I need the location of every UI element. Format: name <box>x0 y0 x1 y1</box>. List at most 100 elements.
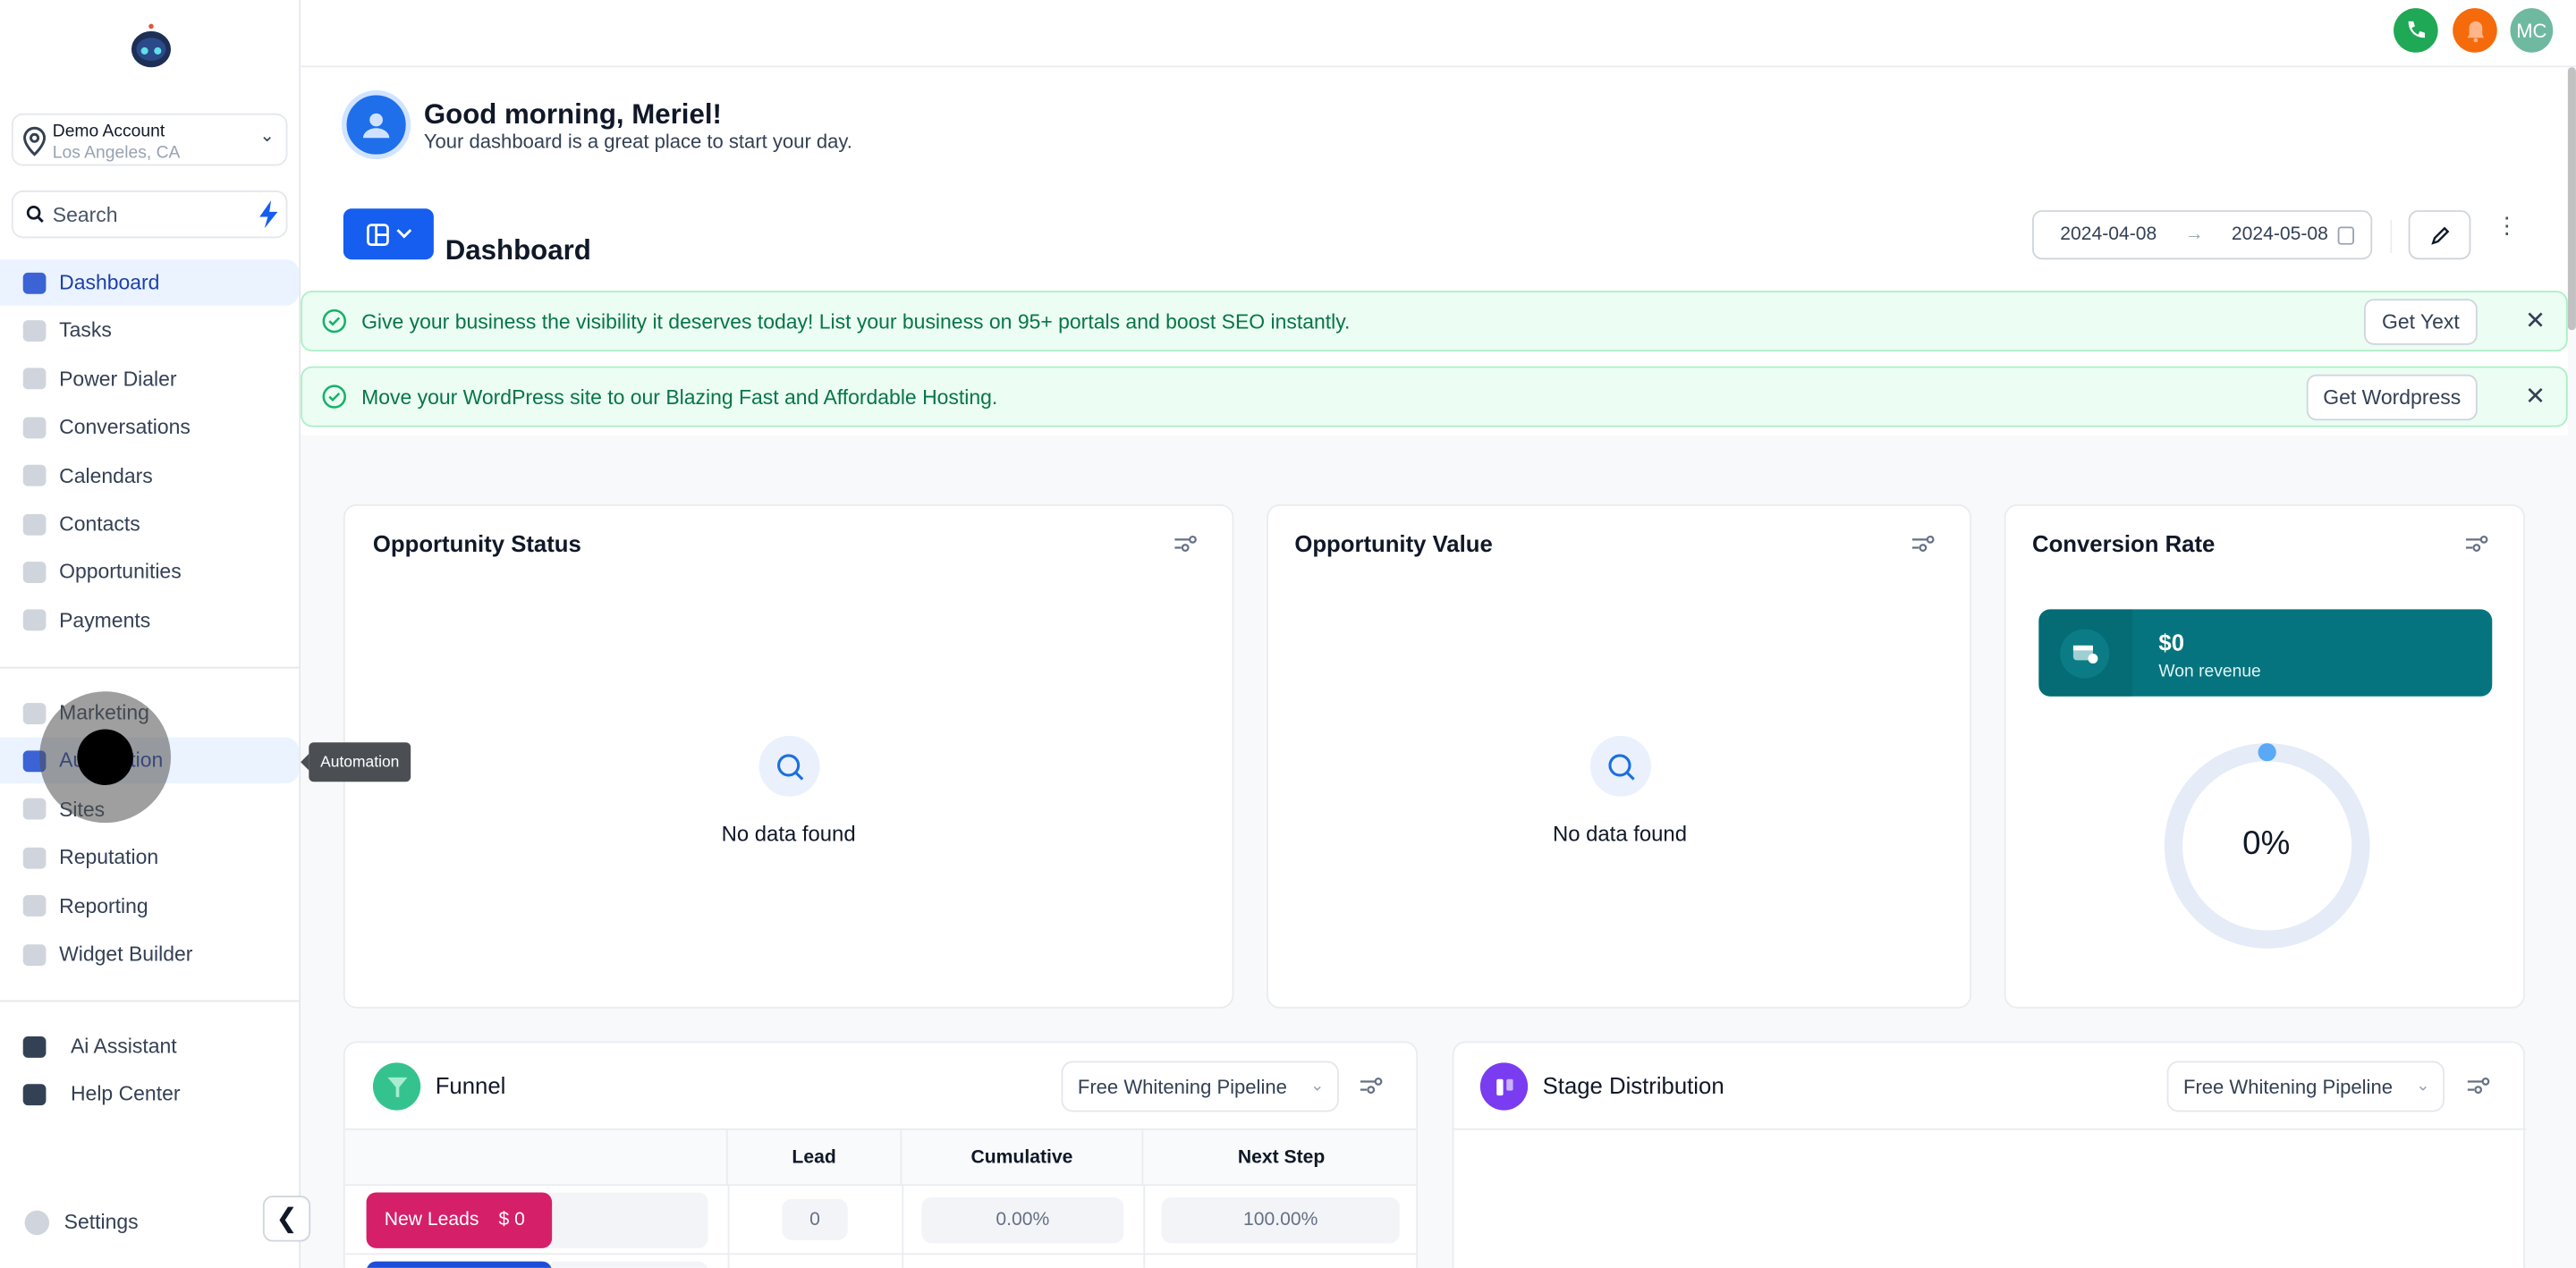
date-range-picker[interactable]: 2024-04-08 → 2024-05-08 <box>2031 210 2373 260</box>
pipeline-select[interactable]: Free Whitening Pipeline ⌄ <box>2166 1061 2445 1112</box>
sidebar-item-contacts[interactable]: Contacts <box>0 501 299 546</box>
stage-bar[interactable] <box>366 1261 553 1268</box>
sidebar-item-label: Reputation <box>59 846 159 869</box>
sidebar-item-tasks[interactable]: Tasks <box>0 308 299 353</box>
sidebar-item-label: Help Center <box>70 1083 181 1106</box>
sidebar-item-reporting[interactable]: Reporting <box>0 883 299 928</box>
widget-builder-icon <box>22 943 47 966</box>
settings-icon <box>24 1209 50 1235</box>
robot-icon <box>22 1036 47 1057</box>
cursor-dot <box>77 729 133 785</box>
sidebar-item-label: Contacts <box>59 512 140 536</box>
search-icon <box>26 206 44 223</box>
stage-bar[interactable]: New Leads $ 0 <box>366 1192 553 1248</box>
sidebar-item-ai-assistant[interactable]: Ai Assistant <box>0 1023 299 1069</box>
card-title: Conversion Rate <box>2031 530 2216 557</box>
layout-icon <box>366 223 388 246</box>
won-revenue-value: $0 <box>2158 629 2185 655</box>
avatar-initials: MC <box>2516 19 2547 42</box>
opportunities-icon <box>22 561 47 583</box>
sites-icon <box>22 799 47 821</box>
greeting-subtitle: Your dashboard is a great place to start… <box>423 130 852 153</box>
sidebar-item-conversations[interactable]: Conversations <box>0 404 299 450</box>
power-dialer-icon <box>22 368 47 390</box>
contacts-icon <box>22 512 47 535</box>
pipeline-select[interactable]: Free Whitening Pipeline ⌄ <box>1061 1061 1339 1112</box>
next-step-percent: 100.00% <box>1161 1196 1400 1244</box>
stage-value: $ 0 <box>498 1210 525 1230</box>
edit-button[interactable] <box>2408 210 2471 260</box>
opportunity-value-card: Opportunity Value No data found <box>1267 503 1972 1009</box>
filter-icon[interactable] <box>1360 1078 1384 1095</box>
empty-state-text: No data found <box>721 821 856 846</box>
search-icon <box>758 735 820 797</box>
filter-icon[interactable] <box>1911 535 1936 552</box>
dashboard-icon <box>22 271 47 293</box>
close-icon[interactable]: ✕ <box>2525 307 2546 335</box>
sidebar-item-reputation[interactable]: Reputation <box>0 834 299 880</box>
sidebar-item-label: Reporting <box>59 894 148 917</box>
divider <box>1453 1128 2527 1130</box>
funnel-icon <box>372 1062 421 1111</box>
greeting-title: Good morning, Meriel! <box>423 98 722 131</box>
donut-progress-marker <box>2258 743 2276 762</box>
promo-banner: Move your WordPress site to our Blazing … <box>301 366 2568 427</box>
chevron-down-icon: ⌄ <box>259 126 275 147</box>
tile-icon-area <box>2038 609 2133 697</box>
filter-icon[interactable] <box>1174 535 1198 552</box>
filter-icon[interactable] <box>2467 1078 2491 1095</box>
card-title: Funnel <box>435 1072 506 1099</box>
marketing-icon <box>22 702 47 724</box>
scrollbar[interactable] <box>2567 67 2576 331</box>
opportunity-status-card: Opportunity Status No data found <box>343 503 1234 1009</box>
conversion-rate-card: Conversion Rate $0 Won revenue 0% <box>2004 503 2526 1009</box>
account-switcher[interactable]: Demo Account Los Angeles, CA ⌄ <box>11 113 288 166</box>
card-title: Stage Distribution <box>1542 1072 1724 1099</box>
notifications-button[interactable] <box>2453 8 2497 53</box>
sidebar-item-label: Power Dialer <box>59 368 177 391</box>
phone-icon <box>2408 21 2425 38</box>
check-circle-icon <box>322 385 346 409</box>
won-revenue-tile: $0 Won revenue <box>2038 609 2493 697</box>
date-from: 2024-04-08 <box>2060 224 2157 245</box>
chevron-down-icon: ⌄ <box>1309 1077 1325 1096</box>
sidebar-item-widget-builder[interactable]: Widget Builder <box>0 931 299 976</box>
close-icon[interactable]: ✕ <box>2525 382 2546 411</box>
sidebar-item-power-dialer[interactable]: Power Dialer <box>0 356 299 402</box>
selected-pipeline: Free Whitening Pipeline <box>2182 1075 2393 1098</box>
location-pin-icon <box>23 126 47 156</box>
account-name: Demo Account <box>52 121 165 141</box>
sidebar-item-help-center[interactable]: Help Center <box>0 1071 299 1117</box>
sidebar-item-calendars[interactable]: Calendars <box>0 452 299 498</box>
sidebar-item-opportunities[interactable]: Opportunities <box>0 549 299 595</box>
page-title: Dashboard <box>445 234 591 266</box>
arrow-right-icon: → <box>2184 224 2204 245</box>
column-header-cumulative: Cumulative <box>902 1129 1144 1187</box>
sidebar-item-settings[interactable]: Settings <box>0 1199 299 1245</box>
column-header-stage <box>345 1129 728 1187</box>
cumulative-percent: 0.00% <box>921 1196 1124 1244</box>
date-to: 2024-05-08 <box>2231 224 2328 245</box>
phone-button[interactable] <box>2394 8 2438 53</box>
search-input[interactable]: Search <box>11 190 288 239</box>
filter-icon[interactable] <box>2465 535 2489 552</box>
user-icon <box>362 113 390 139</box>
sidebar: Demo Account Los Angeles, CA ⌄ Search Da… <box>0 0 311 1268</box>
robot-logo[interactable] <box>126 21 175 71</box>
dashboard-switcher-button[interactable] <box>343 208 434 260</box>
more-options-icon[interactable]: ⋮ <box>2495 211 2519 239</box>
user-avatar[interactable]: MC <box>2510 8 2554 53</box>
sidebar-item-label: Tasks <box>59 319 112 342</box>
get-yext-button[interactable]: Get Yext <box>2364 299 2478 345</box>
get-wordpress-button[interactable]: Get Wordpress <box>2306 374 2478 421</box>
sidebar-item-dashboard[interactable]: Dashboard <box>0 259 300 306</box>
chevron-down-icon <box>395 229 411 239</box>
collapse-sidebar-button[interactable]: ❮ <box>262 1196 311 1242</box>
lightning-icon[interactable] <box>257 200 280 229</box>
search-icon <box>1589 735 1651 797</box>
sidebar-item-label: Ai Assistant <box>70 1035 177 1058</box>
sidebar-item-payments[interactable]: Payments <box>0 597 299 643</box>
tasks-icon <box>22 319 47 342</box>
reporting-icon <box>22 895 47 917</box>
lead-count: 0 <box>782 1198 848 1240</box>
